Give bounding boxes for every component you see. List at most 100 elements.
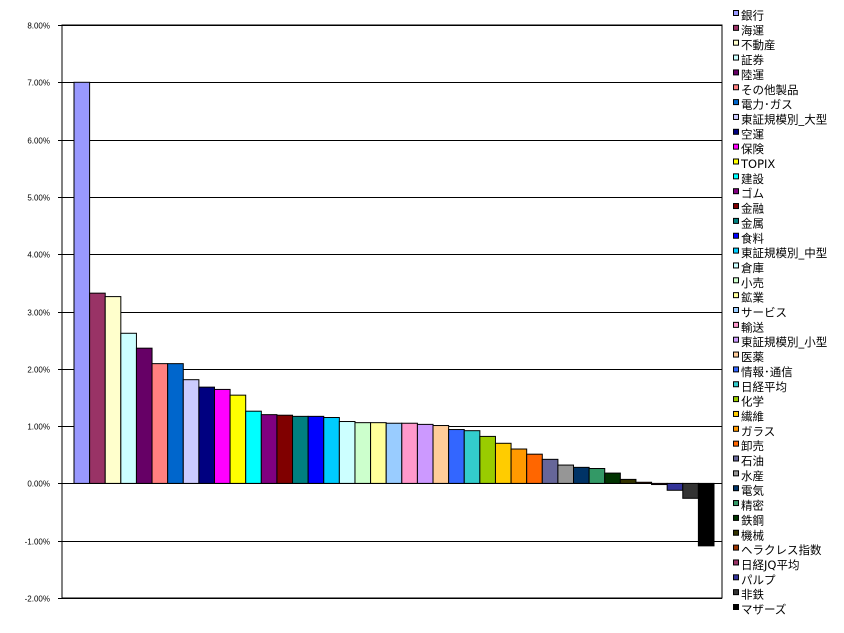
legend-swatch xyxy=(733,381,739,388)
y-tick-label: 6.00% xyxy=(27,137,50,146)
legend-label: 東証規模別_大型 xyxy=(741,112,827,126)
bar-5 xyxy=(135,347,153,484)
bar-9 xyxy=(198,386,215,484)
legend-label: 金属 xyxy=(741,216,764,230)
legend-swatch xyxy=(733,351,739,358)
legend-label: TOPIX xyxy=(740,157,775,171)
legend-item: 情報･通信 xyxy=(733,365,793,379)
legend-item: 東証規模別_中型 xyxy=(733,246,827,260)
legend-swatch xyxy=(733,425,739,432)
legend-label: 保険 xyxy=(741,142,764,156)
legend-item: 日経平均 xyxy=(733,380,787,394)
legend-label: 倉庫 xyxy=(741,261,764,275)
legend-label: 電気 xyxy=(741,484,764,498)
bar-39 xyxy=(666,482,684,491)
legend-label: ゴム xyxy=(741,187,764,201)
legend-item: ゴム xyxy=(733,187,764,201)
bar-7 xyxy=(167,363,184,484)
bar-17 xyxy=(323,417,340,484)
bar-37 xyxy=(635,481,653,484)
legend-swatch xyxy=(733,396,739,403)
y-tick-label: -2.00% xyxy=(25,595,50,604)
bar-22 xyxy=(401,422,418,484)
legend-item: 銀行 xyxy=(733,9,764,23)
legend-swatch xyxy=(733,277,739,284)
legend-item: 輸送 xyxy=(733,320,764,334)
legend-swatch xyxy=(733,455,739,462)
legend-swatch xyxy=(733,232,739,239)
legend-label: 精密 xyxy=(741,499,764,513)
legend-swatch xyxy=(733,69,739,76)
legend-swatch xyxy=(733,544,739,551)
bar-27 xyxy=(479,435,496,484)
legend-label: 電力･ガス xyxy=(741,98,793,112)
legend-item: 空運 xyxy=(733,127,764,141)
gridlines xyxy=(62,25,722,599)
legend-item: 医薬 xyxy=(733,350,764,364)
legend-swatch xyxy=(733,410,739,417)
legend-item: 食料 xyxy=(733,231,764,245)
legend-item: 鉄鋼 xyxy=(733,513,764,527)
legend-item: 倉庫 xyxy=(733,261,764,275)
legend-label: 水産 xyxy=(741,469,764,483)
legend-item: 石油 xyxy=(733,454,764,468)
legend-swatch xyxy=(733,54,739,61)
legend-swatch xyxy=(733,158,739,165)
bars xyxy=(73,81,715,547)
legend-swatch xyxy=(733,173,739,180)
legend-item: ヘラクレス指数 xyxy=(733,543,822,557)
legend-swatch xyxy=(733,143,739,150)
legend-swatch xyxy=(733,217,739,224)
legend-label: 日経平均 xyxy=(741,380,787,394)
bar-11 xyxy=(229,394,247,484)
bar-10 xyxy=(213,388,231,484)
legend-item: 海運 xyxy=(733,23,764,37)
legend-item: 東証規模別_大型 xyxy=(733,112,827,126)
legend-item: 機械 xyxy=(733,528,764,542)
bar-8 xyxy=(182,379,200,484)
legend-label: サービス xyxy=(741,306,787,320)
bar-26 xyxy=(463,430,481,484)
y-tick-label: 8.00% xyxy=(27,22,50,31)
legend-item: パルプ xyxy=(733,573,776,587)
bar-14 xyxy=(276,414,294,484)
bar-34 xyxy=(588,468,606,484)
y-tick-label: 0.00% xyxy=(27,480,50,489)
y-tick-label: 4.00% xyxy=(27,251,50,260)
legend-label: マザーズ xyxy=(741,603,786,617)
legend-swatch xyxy=(733,188,739,195)
legend-item: 鉱業 xyxy=(733,291,764,305)
bar-6 xyxy=(151,363,169,484)
legend-label: 鉱業 xyxy=(741,291,764,305)
y-axis-ticks: 8.00% 7.00% 6.00% 5.00% 4.00% 3.00% 2.00% 1.00%… xyxy=(25,22,62,604)
plot-area-border xyxy=(61,24,723,599)
legend-swatch xyxy=(733,574,739,581)
legend-label: 石油 xyxy=(741,454,764,468)
legend-item: 証券 xyxy=(733,53,764,67)
legend-swatch xyxy=(733,84,739,91)
legend-swatch xyxy=(733,559,739,566)
bar-25 xyxy=(448,429,465,484)
legend-swatch xyxy=(733,39,739,46)
legend-label: 不動産 xyxy=(741,38,776,52)
legend-label: 機械 xyxy=(741,528,764,542)
legend-item: 電力･ガス xyxy=(733,98,793,112)
bar-38 xyxy=(651,482,668,486)
bar-30 xyxy=(526,453,543,484)
legend-swatch xyxy=(733,203,739,210)
bar-33 xyxy=(573,466,590,484)
bar-18 xyxy=(338,421,356,484)
legend-label: 東証規模別_小型 xyxy=(741,335,827,349)
legend-label: 繊維 xyxy=(741,409,764,423)
legend-label: ガラス xyxy=(741,424,775,438)
bar-4 xyxy=(120,332,137,484)
legend-item: 東証規模別_小型 xyxy=(733,335,827,349)
legend-swatch xyxy=(733,113,739,120)
legend: 銀行海運不動産証券陸運その他製品電力･ガス東証規模別_大型空運保険TOPIX建設… xyxy=(733,9,827,617)
legend-swatch xyxy=(733,529,739,536)
legend-item: 電気 xyxy=(733,484,764,498)
legend-swatch xyxy=(733,128,739,135)
bar-41 xyxy=(697,482,715,547)
legend-label: 輸送 xyxy=(741,320,764,334)
